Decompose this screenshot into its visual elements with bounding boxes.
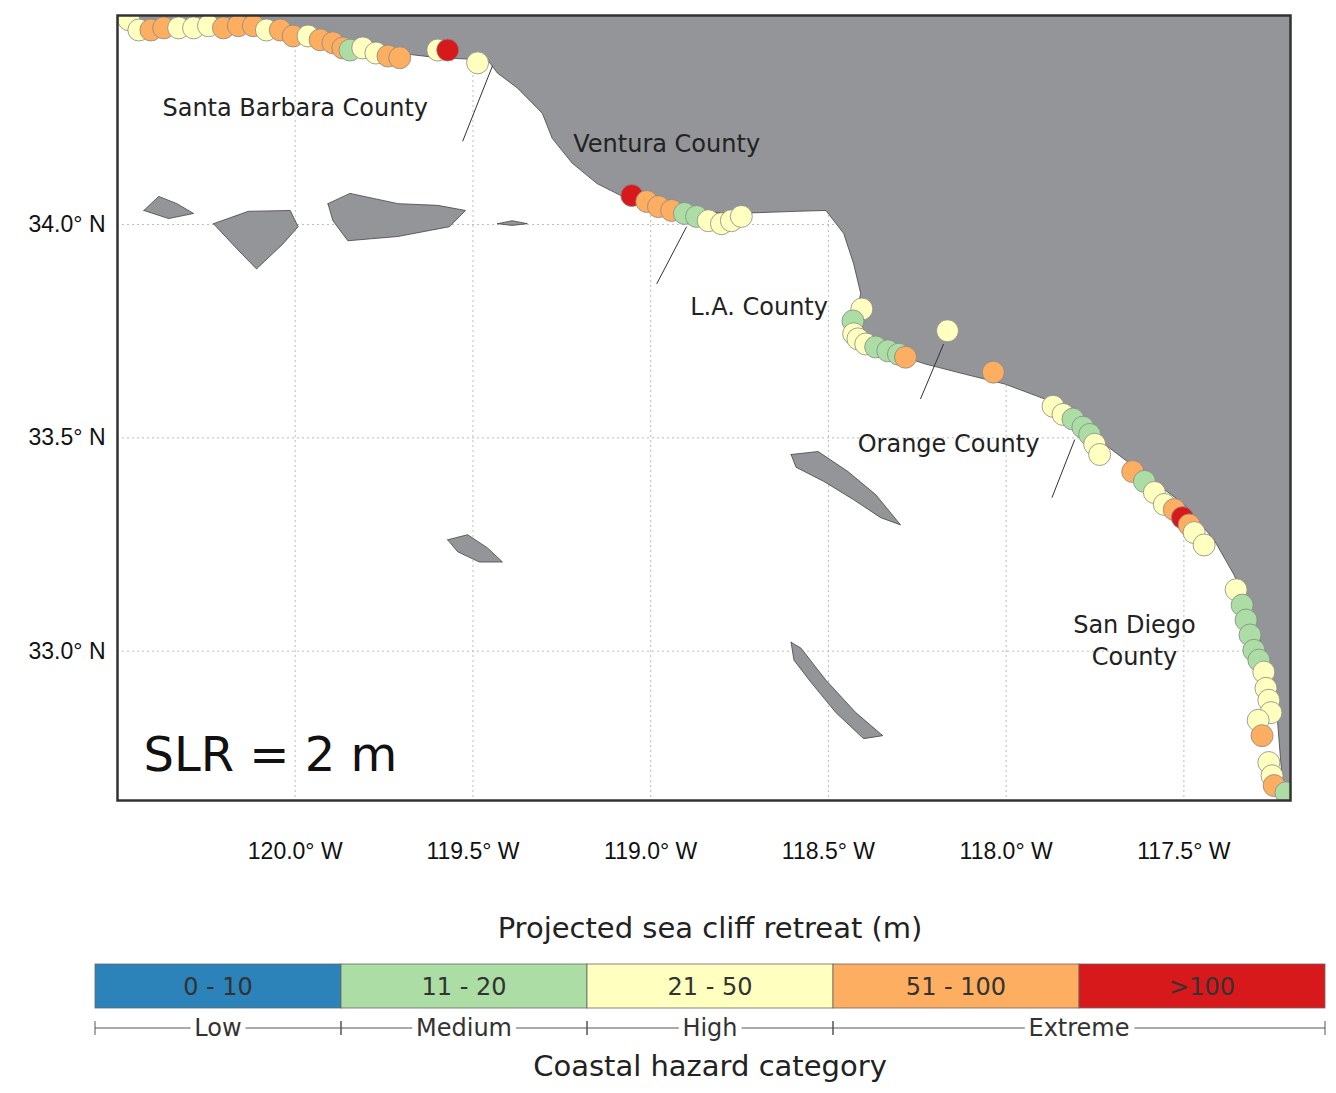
svg-text:>100: >100 (1169, 973, 1235, 1001)
svg-text:51 - 100: 51 - 100 (906, 973, 1006, 1001)
svg-text:33.5° N: 33.5° N (29, 424, 106, 450)
svg-text:33.0° N: 33.0° N (29, 638, 106, 664)
svg-text:11 - 20: 11 - 20 (422, 973, 507, 1001)
svg-text:Extreme: Extreme (1028, 1014, 1129, 1042)
svg-text:L.A. County: L.A. County (690, 293, 828, 321)
svg-text:Coastal hazard category: Coastal hazard category (533, 1049, 887, 1083)
svg-text:21 - 50: 21 - 50 (668, 973, 753, 1001)
svg-text:118.0° W: 118.0° W (960, 838, 1053, 864)
svg-text:120.0° W: 120.0° W (248, 838, 343, 864)
svg-text:Medium: Medium (416, 1014, 512, 1042)
svg-text:High: High (682, 1014, 737, 1042)
svg-text:118.5° W: 118.5° W (782, 838, 875, 864)
svg-text:117.5° W: 117.5° W (1137, 838, 1230, 864)
svg-text:Low: Low (194, 1014, 241, 1042)
svg-text:34.0° N: 34.0° N (29, 211, 106, 237)
svg-text:Orange County: Orange County (858, 430, 1040, 458)
svg-text:119.0° W: 119.0° W (604, 838, 697, 864)
svg-text:SLR = 2 m: SLR = 2 m (144, 726, 398, 782)
svg-text:Projected sea cliff retreat (m: Projected sea cliff retreat (m) (498, 911, 923, 945)
svg-text:0 - 10: 0 - 10 (183, 973, 253, 1001)
svg-text:Santa Barbara County: Santa Barbara County (162, 94, 428, 122)
svg-text:Ventura County: Ventura County (573, 130, 760, 158)
svg-text:San DiegoCounty: San DiegoCounty (1073, 611, 1196, 671)
svg-text:119.5° W: 119.5° W (426, 838, 519, 864)
